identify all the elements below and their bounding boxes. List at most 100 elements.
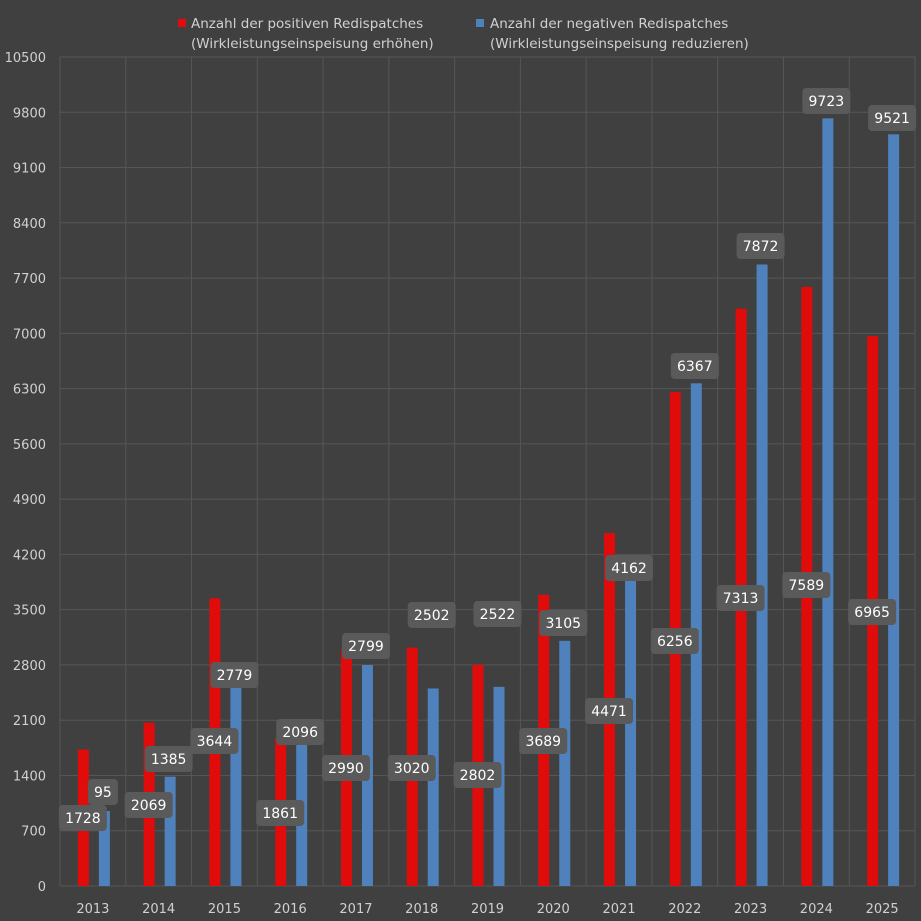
y-tick-label: 7000 [13,327,46,342]
legend-positive-line1: Anzahl der positiven Redispatches [191,16,423,32]
data-label-negative: 4162 [611,561,647,577]
y-tick-label: 0 [38,880,46,895]
bar-negative [822,118,834,886]
y-tick-label: 4900 [13,493,46,508]
y-tick-label: 6300 [13,383,46,398]
bar-negative [559,640,571,886]
y-tick-label: 7700 [13,272,46,287]
data-label-positive-box [453,762,502,788]
y-tick-label: 8400 [13,217,46,232]
data-label-negative: 95 [94,785,112,801]
x-tick-label: 2023 [734,902,767,917]
data-label-negative: 9521 [874,111,910,127]
x-tick-label: 2025 [866,902,899,917]
y-tick-label: 2100 [13,714,46,729]
legend-negative-line2: (Wirkleistungseinspeisung reduzieren) [490,36,749,52]
data-label-positive: 1861 [262,806,298,822]
bar-negative [164,776,176,886]
y-tick-label: 700 [21,825,46,840]
legend-positive-line2: (Wirkleistungseinspeisung erhöhen) [191,36,434,52]
data-label-negative: 2779 [217,668,253,684]
data-label-negative: 2522 [480,607,516,623]
data-label-positive: 6965 [854,605,890,621]
data-label-positive: 7313 [723,591,759,607]
bar-negative [98,810,110,886]
data-label-negative: 3105 [545,616,581,632]
data-label-negative-box [210,662,259,688]
data-labels: 1728 95 2069 1385 3644 2779 1861 2096 2990 2799 30… [58,88,917,831]
y-tick-label: 9800 [13,106,46,121]
data-label-positive-box [848,599,897,625]
bar-negative [888,134,900,887]
data-label-negative: 6367 [677,359,713,375]
data-label-positive: 7589 [789,578,825,594]
data-label-positive: 6256 [657,634,693,650]
data-label-positive: 1728 [65,811,101,827]
x-axis: 2013 2014 2015 2016 2017 2018 2019 2020 2021 2022… [76,902,898,917]
data-label-negative: 1385 [151,752,187,768]
y-tick-label: 9100 [13,162,46,177]
data-label-negative-box [473,601,522,627]
data-label-negative-box [868,105,917,131]
x-tick-label: 2021 [602,902,635,917]
legend-swatch-negative [476,19,484,27]
data-label-positive: 2069 [131,798,167,814]
data-label-positive: 4471 [591,704,627,720]
data-label-negative-box [144,746,193,772]
x-tick-label: 2017 [339,902,372,917]
data-label-negative-box [736,233,785,259]
data-label-negative: 2502 [414,608,450,624]
x-tick-label: 2024 [800,902,833,917]
data-label-positive-box [58,805,107,831]
data-label-positive: 3689 [525,734,561,750]
y-tick-label: 3500 [13,604,46,619]
gridlines [59,56,916,887]
y-tick-label: 1400 [13,769,46,784]
x-tick-label: 2020 [537,902,570,917]
y-tick-label: 2800 [13,659,46,674]
data-label-positive-box [650,628,699,654]
y-tick-label: 5600 [13,438,46,453]
x-tick-label: 2022 [668,902,701,917]
data-label-positive-box [124,792,173,818]
data-label-positive-box [387,755,436,781]
data-label-negative: 2096 [282,725,318,741]
data-label-negative-box [670,353,719,379]
data-label-negative-box [87,779,118,805]
data-label-negative-box [407,602,456,628]
x-tick-label: 2015 [208,902,241,917]
y-tick-label: 4200 [13,548,46,563]
data-label-negative-box [802,88,851,114]
x-tick-label: 2013 [76,902,109,917]
bar-negative [756,264,768,887]
data-label-positive: 3020 [394,761,430,777]
legend-swatch-positive [178,19,186,27]
x-tick-label: 2019 [471,902,504,917]
data-label-positive-box [190,728,239,754]
y-tick-label: 10500 [5,51,46,66]
data-label-positive: 3644 [197,734,233,750]
data-label-positive: 2802 [460,768,496,784]
data-label-negative: 2799 [348,639,384,655]
data-label-positive-box [519,728,568,754]
data-label-positive: 2990 [328,761,364,777]
data-label-positive-box [716,585,765,611]
x-tick-label: 2016 [274,902,307,917]
x-tick-label: 2014 [142,902,175,917]
y-axis: 0 700 1400 2100 2800 3500 4200 4900 5600 6300 7000… [5,51,46,895]
data-label-negative-box [341,633,390,659]
data-label-negative: 7872 [743,239,779,255]
data-label-positive-box [782,572,831,598]
data-label-positive-box [321,755,370,781]
data-label-negative-box [539,610,588,636]
data-label-negative: 9723 [809,94,845,110]
legend: Anzahl der positiven Redispatches (Wirkl… [178,16,749,52]
bar-negative [427,688,439,886]
legend-negative-line1: Anzahl der negativen Redispatches [490,16,728,32]
data-label-positive-box [585,698,634,724]
x-tick-label: 2018 [405,902,438,917]
data-label-positive-box [256,800,305,826]
data-label-negative-box [276,719,325,745]
bar-negative [230,666,242,886]
